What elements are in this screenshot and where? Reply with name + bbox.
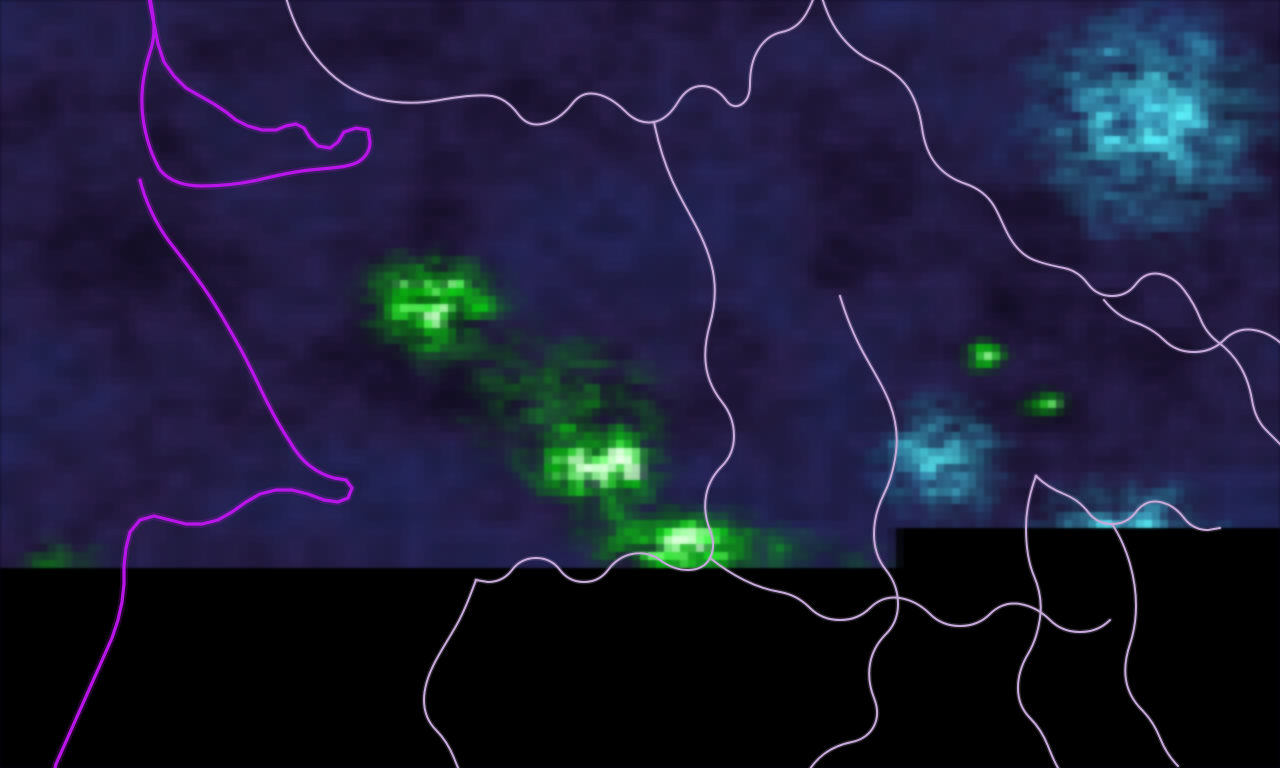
province-border-9 [423,579,477,768]
province-border-8 [1111,523,1179,767]
province-border-glow-7 [1101,297,1280,355]
province-border-6 [1017,475,1060,768]
province-border-1 [821,0,1280,446]
province-border-4 [809,295,899,768]
province-border-glow-8 [1109,521,1181,768]
country-border-group [51,0,374,768]
province-border-7 [1103,299,1280,353]
province-border-glow-9 [421,577,479,768]
province-border-glow-2 [473,119,737,585]
province-border-glow-1 [820,0,1280,448]
province-border-glow-5 [1033,473,1223,533]
province-border-group [284,0,1280,768]
country-border-glow-1 [51,176,356,768]
country-border-glow-0 [138,0,374,190]
country-border-1 [53,178,354,768]
province-border-3 [709,557,1111,633]
province-border-0 [285,0,814,126]
province-border-5 [1035,475,1221,531]
country-border-0 [140,0,372,188]
province-border-glow-4 [807,293,901,768]
province-border-2 [475,121,735,583]
